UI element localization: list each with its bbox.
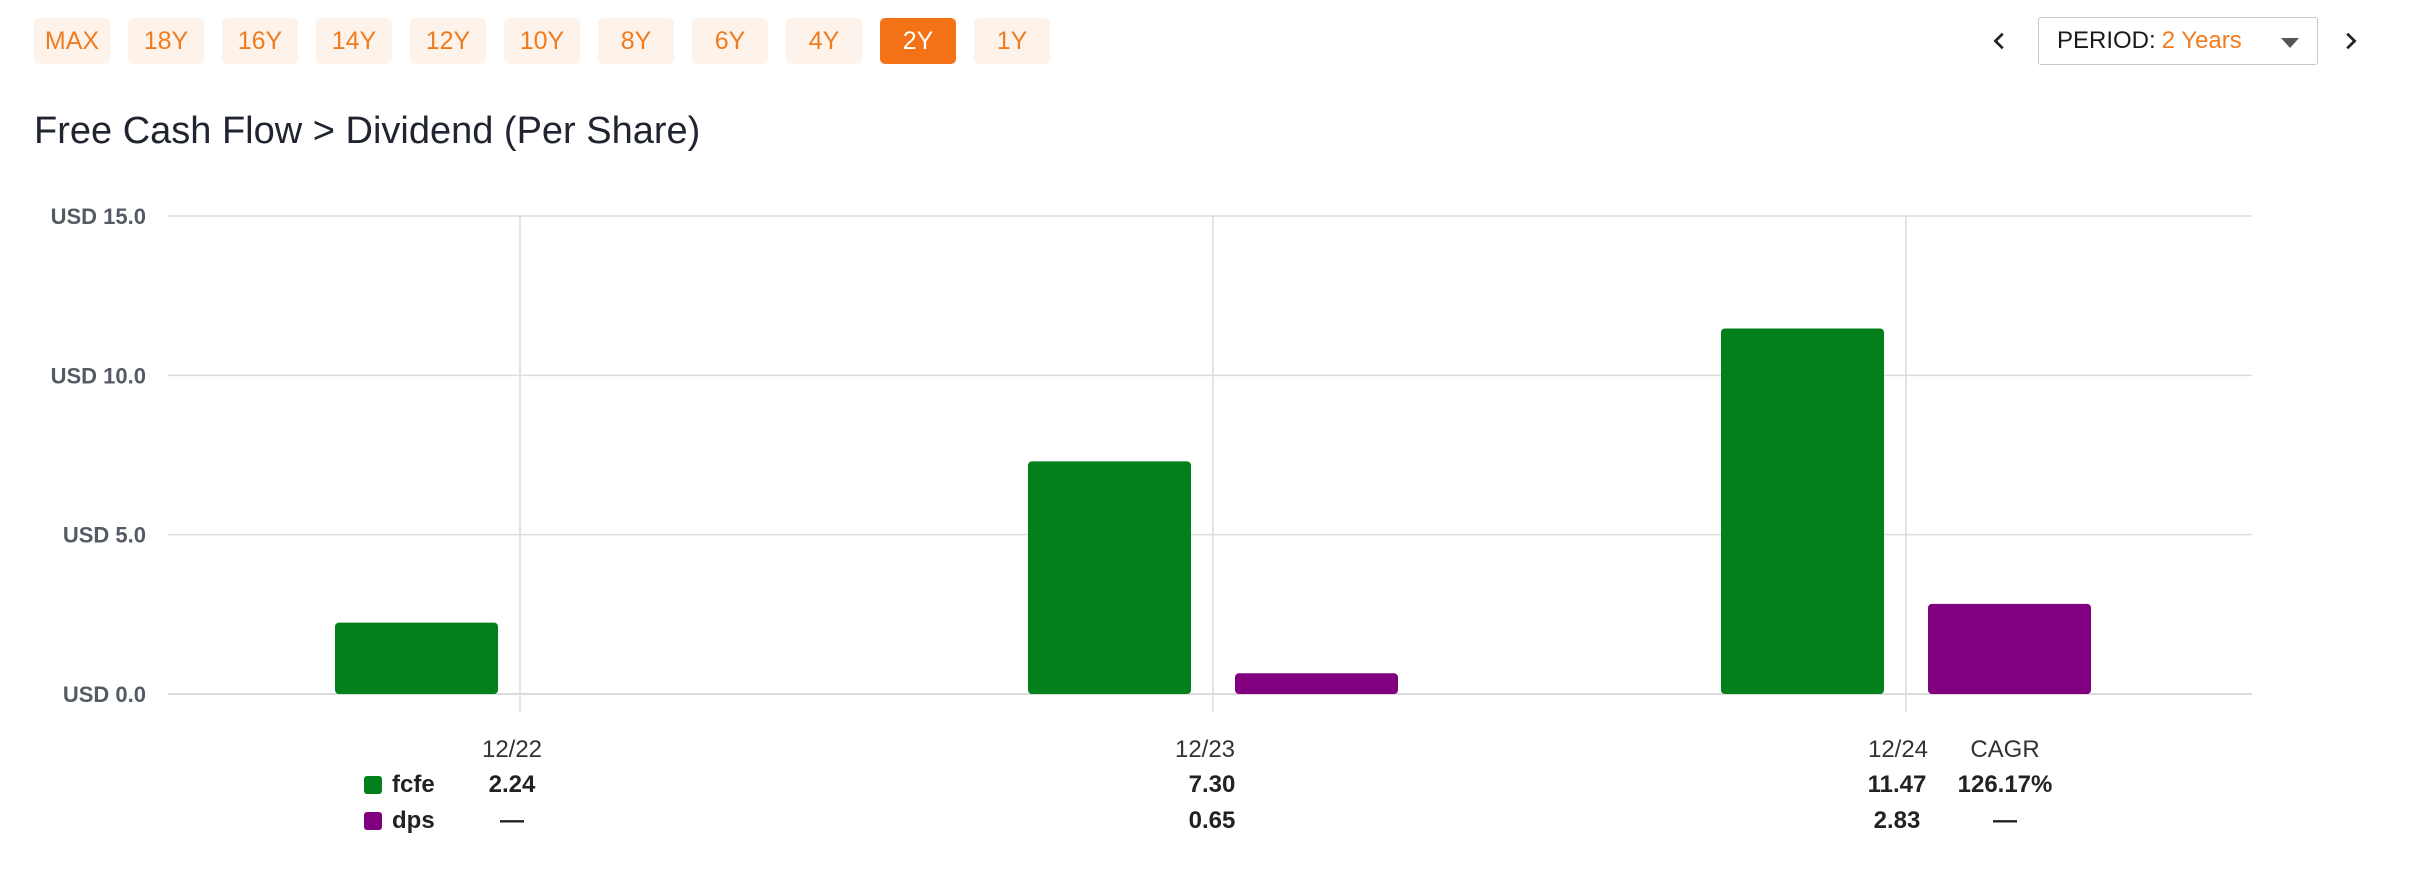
range-tab-1y[interactable]: 1Y <box>974 18 1050 64</box>
legend-label: dps <box>392 807 435 834</box>
bar-dps-12-24 <box>1928 603 2091 694</box>
data-label: 11.47 <box>1867 771 1927 798</box>
bar-dps-12-23 <box>1235 673 1398 694</box>
next-period-button[interactable] <box>2330 16 2370 66</box>
range-tab-10y[interactable]: 10Y <box>504 18 580 64</box>
chart-title: Free Cash Flow > Dividend (Per Share) <box>34 110 701 152</box>
range-tab-8y[interactable]: 8Y <box>598 18 674 64</box>
caret-down-icon <box>2281 38 2299 48</box>
legend-label: fcfe <box>392 771 435 798</box>
legend-item-dps[interactable]: dps <box>364 807 435 835</box>
chevron-left-icon <box>1993 32 2004 50</box>
cagr-value: 126.17% <box>1957 771 2053 798</box>
data-label: 2.24 <box>488 771 536 798</box>
data-label: 2.83 <box>1873 807 1921 834</box>
x-tick-label: 12/23 <box>1175 736 1235 763</box>
bar-fcfe-12-24 <box>1721 328 1884 694</box>
y-tick-label: USD 5.0 <box>63 523 146 548</box>
chevron-right-icon <box>2346 32 2357 50</box>
range-tab-18y[interactable]: 18Y <box>128 18 204 64</box>
range-tab-4y[interactable]: 4Y <box>786 18 862 64</box>
y-tick-label: USD 15.0 <box>51 204 146 229</box>
x-tick-label: 12/24 <box>1868 736 1928 763</box>
bar-fcfe-12-23 <box>1028 461 1191 694</box>
cagr-value: — <box>1993 807 2017 834</box>
period-value: 2 Years <box>2161 27 2242 54</box>
range-tab-14y[interactable]: 14Y <box>316 18 392 64</box>
period-label: PERIOD: <box>2057 27 2156 54</box>
legend-item-fcfe[interactable]: fcfe <box>364 771 435 799</box>
data-label: 0.65 <box>1188 807 1236 834</box>
range-tabs: MAX 18Y 16Y 14Y 12Y 10Y 8Y 6Y 4Y 2Y 1Y <box>34 18 1050 64</box>
cagr-header: CAGR <box>1970 736 2040 763</box>
period-controls: PERIOD: 2 Years <box>1980 16 2370 66</box>
x-tick-label: 12/22 <box>482 736 542 763</box>
range-tab-2y[interactable]: 2Y <box>880 18 956 64</box>
data-label: — <box>500 807 524 834</box>
prev-period-button[interactable] <box>1980 16 2020 66</box>
range-tab-16y[interactable]: 16Y <box>222 18 298 64</box>
data-label: 7.30 <box>1188 771 1236 798</box>
range-tab-12y[interactable]: 12Y <box>410 18 486 64</box>
bar-fcfe-12-22 <box>335 622 498 694</box>
y-tick-label: USD 0.0 <box>63 682 146 707</box>
legend-swatch <box>364 812 382 830</box>
range-tab-max[interactable]: MAX <box>34 18 110 64</box>
legend-swatch <box>364 776 382 794</box>
y-tick-label: USD 10.0 <box>51 363 146 388</box>
range-tab-6y[interactable]: 6Y <box>692 18 768 64</box>
period-select[interactable]: PERIOD: 2 Years <box>2038 17 2318 65</box>
